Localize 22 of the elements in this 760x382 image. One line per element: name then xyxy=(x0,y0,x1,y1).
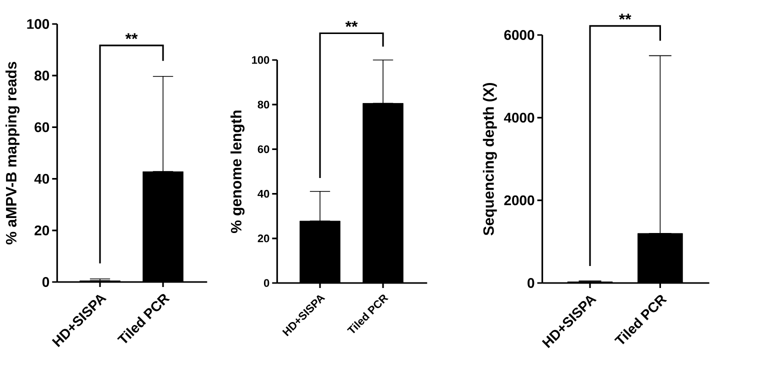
y-tick-label: 6000 xyxy=(504,30,534,40)
y-tick-label: 2000 xyxy=(504,195,534,206)
y-tick-label: 0 xyxy=(42,277,50,287)
y-tick-label: 4000 xyxy=(504,112,534,123)
y-tick-label: 80 xyxy=(34,70,50,81)
y-tick-label: 20 xyxy=(258,234,270,242)
y-tick-label: 40 xyxy=(258,190,270,198)
y-tick-label: 40 xyxy=(34,174,50,184)
text: ** xyxy=(618,14,632,20)
y-tick-label: 60 xyxy=(34,122,50,132)
text: ** xyxy=(345,21,358,28)
y-axis-title: % genome length xyxy=(230,110,245,233)
y-axis-title: Sequencing depth (X) xyxy=(482,82,497,236)
y-tick-label: 100 xyxy=(252,56,270,64)
y-tick-label: 100 xyxy=(27,19,50,29)
y-tick-label: 80 xyxy=(258,100,270,108)
y-tick-label: 20 xyxy=(34,225,50,236)
y-tick-label: 0 xyxy=(528,278,534,288)
y-tick-label: 0 xyxy=(264,279,270,287)
y-tick-label: 60 xyxy=(258,145,270,154)
annotation: ** xyxy=(125,33,138,40)
y-axis-title: % aMPV-B mapping reads xyxy=(6,62,20,244)
